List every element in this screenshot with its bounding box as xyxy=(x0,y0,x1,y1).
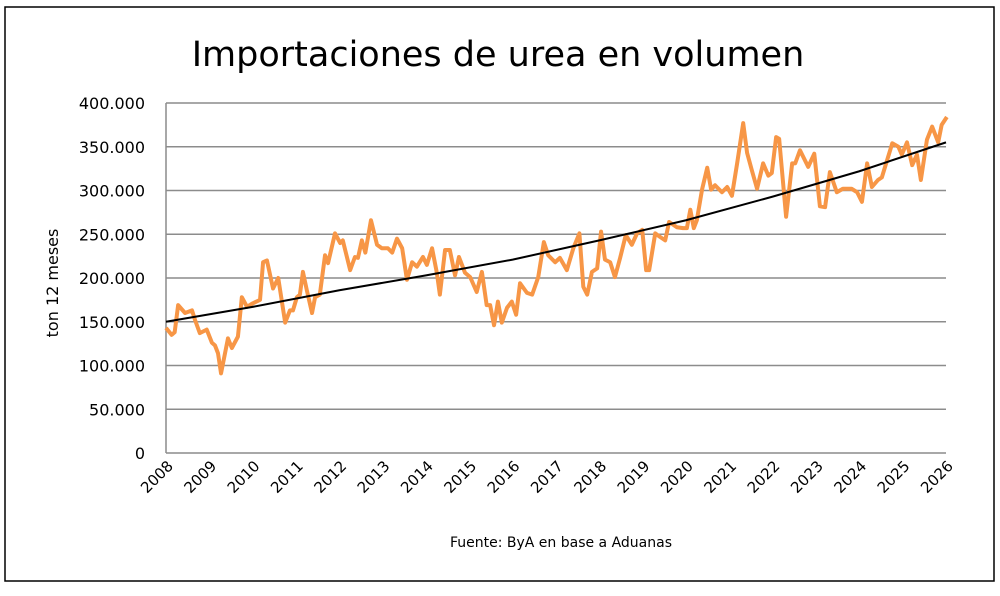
y-tick-label: 300.000 xyxy=(79,182,145,201)
y-tick-label: 200.000 xyxy=(79,269,145,288)
chart-border xyxy=(4,6,995,582)
trend-line xyxy=(165,141,947,323)
series-line xyxy=(164,115,949,376)
y-tick-label: 0 xyxy=(135,444,145,463)
y-tick-label: 250.000 xyxy=(79,225,145,244)
source-note: Fuente: ByA en base a Aduanas xyxy=(450,535,672,551)
y-axis-label: ton 12 meses xyxy=(43,229,62,338)
y-tick-label: 50.000 xyxy=(89,400,145,419)
y-tick-label: 150.000 xyxy=(79,313,145,332)
y-tick-label: 350.000 xyxy=(79,138,145,157)
y-tick-label: 400.000 xyxy=(79,94,145,113)
y-tick-label: 100.000 xyxy=(79,357,145,376)
chart-title: Importaciones de urea en volumen xyxy=(192,35,805,75)
